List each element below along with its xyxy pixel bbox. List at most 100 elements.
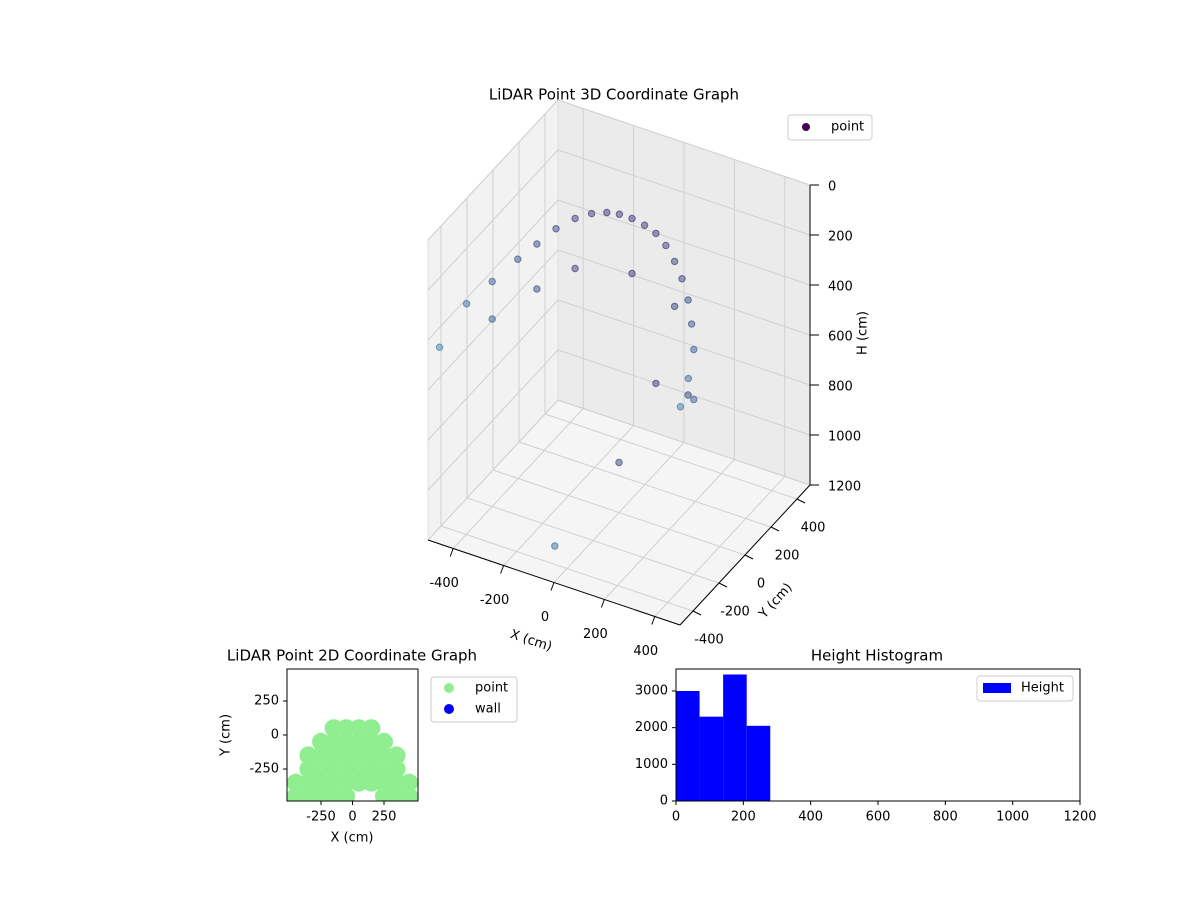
- legend-marker: [444, 704, 454, 714]
- point: [362, 746, 381, 765]
- point: [312, 732, 331, 751]
- y-tick-label: 0: [757, 577, 765, 592]
- x-tick-label: 600: [866, 810, 891, 825]
- legend-swatch: [983, 683, 1011, 693]
- point: [324, 760, 343, 779]
- plot-area: [287, 719, 418, 801]
- point: [615, 458, 623, 467]
- point: [349, 746, 368, 765]
- grid-line: [557, 249, 811, 336]
- point: [603, 208, 611, 217]
- point: [684, 391, 692, 399]
- point: [615, 210, 624, 218]
- x-tick-label: 400: [633, 644, 658, 659]
- bar: [746, 725, 771, 801]
- x-axis-label: X (cm): [331, 831, 374, 846]
- z-tick-label: 1000: [828, 430, 861, 445]
- point: [299, 773, 318, 792]
- point: [337, 719, 356, 738]
- y-tick-label: 3000: [635, 684, 668, 699]
- y-tick-label: 200: [775, 549, 800, 564]
- point: [374, 732, 393, 751]
- grid-line: [427, 199, 559, 341]
- x-tick-label: 400: [798, 810, 823, 825]
- y-tick-label: 400: [801, 521, 826, 536]
- legend-label: wall: [475, 702, 501, 717]
- y-axis-line: [679, 484, 811, 626]
- point: [690, 395, 698, 404]
- point: [670, 302, 679, 311]
- y-tick-label: -400: [694, 633, 724, 648]
- y-tick: [796, 498, 806, 504]
- point: [684, 296, 692, 304]
- grid-line: [557, 299, 811, 386]
- point: [435, 343, 444, 351]
- point: [652, 229, 660, 238]
- x-tick-label: 1000: [996, 810, 1029, 825]
- point: [349, 773, 368, 792]
- grid-line: [427, 349, 559, 491]
- point: [337, 773, 356, 792]
- legend-label: Height: [1021, 681, 1064, 696]
- point: [533, 285, 541, 293]
- chart-title: LiDAR Point 2D Coordinate Graph: [227, 647, 477, 665]
- grid-line: [440, 525, 694, 612]
- point: [362, 773, 381, 792]
- point: [628, 269, 636, 278]
- point: [628, 214, 636, 223]
- grid-line: [557, 349, 811, 436]
- legend-box: [787, 114, 873, 141]
- point: [514, 255, 522, 263]
- point: [662, 241, 670, 250]
- y-tick-label: 0: [660, 794, 668, 809]
- point: [324, 719, 343, 738]
- z-tick-label: 200: [828, 230, 853, 245]
- y-tick: [692, 610, 702, 616]
- point: [337, 787, 356, 801]
- point: [462, 300, 471, 308]
- point: [312, 746, 331, 765]
- point: [488, 315, 496, 323]
- point: [349, 732, 368, 751]
- point: [551, 542, 559, 550]
- point: [362, 760, 381, 779]
- x-tick-label: 200: [731, 810, 756, 825]
- point: [299, 746, 318, 765]
- grid-line: [557, 149, 811, 236]
- point: [488, 277, 496, 286]
- point: [299, 760, 318, 779]
- chart-title: LiDAR Point 3D Coordinate Graph: [489, 86, 739, 104]
- x-tick-label: -400: [429, 576, 459, 591]
- point: [349, 760, 368, 779]
- z-tick-label: 1200: [828, 480, 861, 495]
- x-axis-line: [427, 539, 681, 626]
- grid-line: [518, 441, 772, 528]
- point: [387, 746, 406, 765]
- point: [652, 379, 660, 388]
- grid-line: [427, 299, 559, 441]
- y-tick-label: 0: [271, 728, 279, 743]
- point: [374, 773, 393, 792]
- z-axis-label: H (cm): [856, 311, 871, 355]
- grid-line: [427, 149, 559, 291]
- y-tick-label: -200: [720, 605, 750, 620]
- x-tick-label: -250: [306, 810, 336, 825]
- point: [571, 214, 579, 223]
- point: [362, 719, 381, 738]
- z-tick-label: 400: [828, 280, 853, 295]
- grid-line: [557, 199, 811, 286]
- y-tick-label: 2000: [635, 720, 668, 735]
- y-tick: [770, 526, 780, 532]
- point: [587, 209, 596, 218]
- grid-line: [427, 399, 559, 541]
- point: [337, 746, 356, 765]
- x-tick: [550, 582, 555, 591]
- y-axis-label: Y (cm): [219, 714, 234, 757]
- point: [324, 773, 343, 792]
- legend-marker: [444, 683, 454, 693]
- legend-box: [430, 676, 518, 723]
- x-tick-label: 250: [372, 810, 397, 825]
- point: [337, 732, 356, 751]
- grid-line: [466, 497, 720, 584]
